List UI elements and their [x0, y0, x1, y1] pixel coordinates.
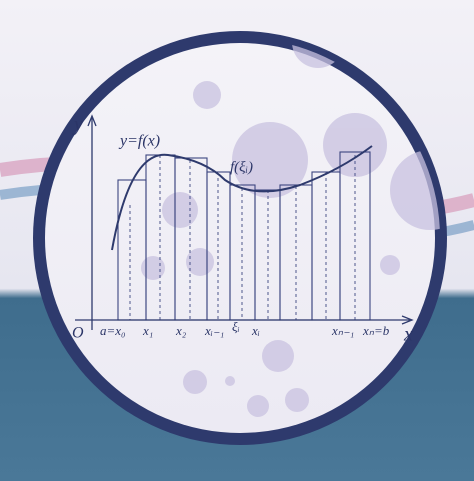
- tick-label: xₙ=b: [362, 323, 390, 338]
- tick-label: x₁: [142, 323, 153, 338]
- tick-label: x₂: [175, 323, 187, 338]
- y-axis-label: y: [72, 114, 83, 136]
- origin-label: O: [72, 325, 84, 342]
- tick-label: ξᵢ: [232, 319, 240, 334]
- tick-label: xᵢ₋₁: [204, 323, 224, 338]
- sample-label: f(ξᵢ): [230, 159, 253, 175]
- tick-label: xₙ₋₁: [331, 323, 354, 338]
- diagram: y O x y=f(x) f(ξᵢ) a=x₀ x₁ x₂ xᵢ₋₁ ξᵢ xᵢ…: [0, 0, 474, 481]
- page: {"axes": {"y_label": "y", "origin_label"…: [0, 0, 474, 481]
- tick-label: xᵢ: [251, 323, 260, 338]
- curve-label: y=f(x): [118, 133, 160, 150]
- x-axis-label: x: [403, 324, 413, 346]
- disc: [45, 43, 435, 433]
- tick-label: a=x₀: [100, 323, 126, 338]
